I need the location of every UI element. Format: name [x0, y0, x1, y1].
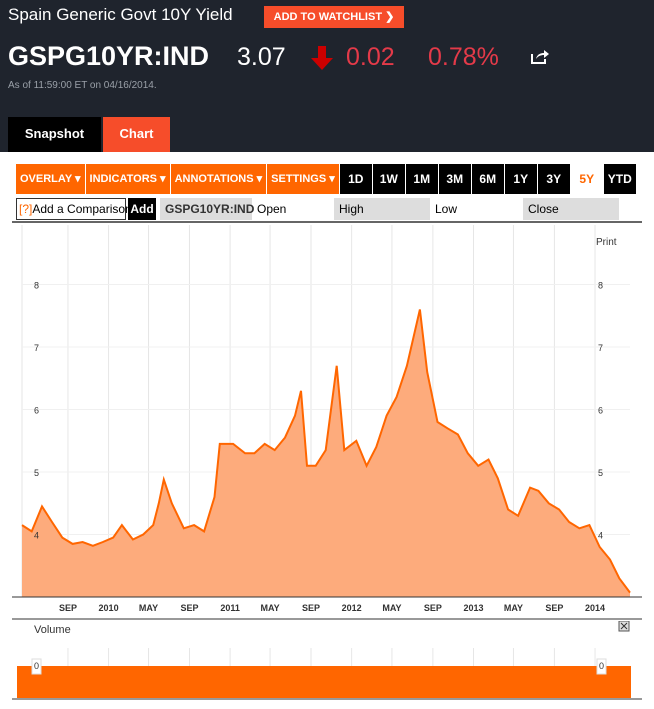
x-tick-label: MAY — [260, 603, 279, 613]
volume-tick-right: 0 — [599, 661, 604, 671]
x-tick-label: 2011 — [220, 603, 240, 613]
x-tick-label: SEP — [545, 603, 563, 613]
annotations-menu[interactable]: ANNOTATIONS ▾ — [170, 164, 267, 194]
period-ytd[interactable]: YTD — [603, 164, 636, 194]
period-5y[interactable]: 5Y — [570, 164, 603, 194]
y-tick-label-left: 8 — [34, 281, 39, 291]
y-tick-label-left: 7 — [34, 343, 39, 353]
close-volume-icon[interactable] — [618, 620, 630, 632]
x-tick-label: 2012 — [342, 603, 362, 613]
x-tick-label: 2010 — [99, 603, 119, 613]
y-tick-label-right: 4 — [598, 531, 603, 541]
page-title: Spain Generic Govt 10Y Yield — [8, 5, 233, 24]
y-tick-label-left: 5 — [34, 468, 39, 478]
x-tick-label: MAY — [382, 603, 401, 613]
add-to-watchlist-button[interactable]: ADD TO WATCHLIST ❯ — [264, 6, 404, 28]
x-tick-label: MAY — [504, 603, 523, 613]
low-label: Low — [435, 202, 458, 216]
comparison-input[interactable]: [?]Add a Comparison — [16, 198, 132, 220]
volume-label: Volume — [34, 624, 71, 636]
period-3y[interactable]: 3Y — [537, 164, 570, 194]
quote-header: Spain Generic Govt 10Y Yield ADD TO WATC… — [0, 0, 654, 152]
chart-toolbar: OVERLAY ▾ INDICATORS ▾ ANNOTATIONS ▾ SET… — [16, 164, 637, 194]
print-button[interactable]: Print — [596, 237, 617, 248]
x-tick-label: 2013 — [463, 603, 483, 613]
open-label: Open — [257, 202, 287, 216]
price-area — [22, 309, 630, 597]
y-tick-label-left: 6 — [34, 406, 39, 416]
price-line — [21, 309, 631, 594]
price-change-percent: 0.78% — [428, 43, 499, 71]
settings-menu[interactable]: SETTINGS ▾ — [267, 164, 339, 194]
share-icon[interactable] — [531, 48, 549, 64]
tab-chart[interactable]: Chart — [103, 117, 170, 152]
period-1d[interactable]: 1D — [339, 164, 372, 194]
indicators-menu[interactable]: INDICATORS ▾ — [85, 164, 170, 194]
overlay-menu[interactable]: OVERLAY ▾ — [16, 164, 85, 194]
ticker-symbol: GSPG10YR:IND — [8, 41, 210, 71]
help-icon[interactable]: [?] — [19, 202, 33, 216]
period-1m[interactable]: 1M — [405, 164, 438, 194]
volume-tick-box-right — [596, 658, 607, 675]
x-tick-label: SEP — [180, 603, 198, 613]
volume-tick-left: 0 — [34, 661, 39, 671]
x-tick-label: 2014 — [585, 603, 605, 613]
comparison-placeholder: Add a Comparison — [32, 202, 132, 216]
x-tick-label: MAY — [139, 603, 158, 613]
tab-snapshot[interactable]: Snapshot — [8, 117, 101, 152]
close-label: Close — [523, 198, 619, 220]
period-1y[interactable]: 1Y — [504, 164, 537, 194]
y-tick-label-left: 4 — [34, 531, 39, 541]
y-tick-label-right: 5 — [598, 468, 603, 478]
x-tick-label: SEP — [59, 603, 77, 613]
price-change: 0.02 — [346, 43, 395, 71]
y-tick-label-right: 7 — [598, 343, 603, 353]
price-chart[interactable]: 4 4 5 5 6 6 7 7 8 8 Print SEP 2010 MAY SEP 2011 MAY SEP… — [12, 221, 642, 621]
x-tick-label: SEP — [424, 603, 442, 613]
symbol-label: GSPG10YR:IND — [160, 198, 254, 220]
high-label: High — [334, 198, 430, 220]
price: 3.07 — [237, 43, 286, 71]
as-of-timestamp: As of 11:59:00 ET on 04/16/2014. — [8, 80, 157, 91]
add-comparison-button[interactable]: Add — [128, 198, 156, 220]
comparison-bar: [?]Add a Comparison Add GSPG10YR:IND Ope… — [16, 198, 619, 220]
period-3m[interactable]: 3M — [438, 164, 471, 194]
down-arrow-icon — [311, 46, 333, 70]
volume-panel: Volume 0 0 — [12, 620, 642, 701]
period-6m[interactable]: 6M — [471, 164, 504, 194]
x-tick-label: SEP — [302, 603, 320, 613]
y-tick-label-right: 8 — [598, 281, 603, 291]
volume-bar — [17, 666, 631, 698]
y-tick-label-right: 6 — [598, 406, 603, 416]
period-1w[interactable]: 1W — [372, 164, 405, 194]
volume-tick-box-left — [31, 658, 42, 675]
chart-svg[interactable]: 4 4 5 5 6 6 7 7 8 8 Print SEP 2010 MAY SEP 2011 MAY SEP… — [12, 221, 642, 621]
